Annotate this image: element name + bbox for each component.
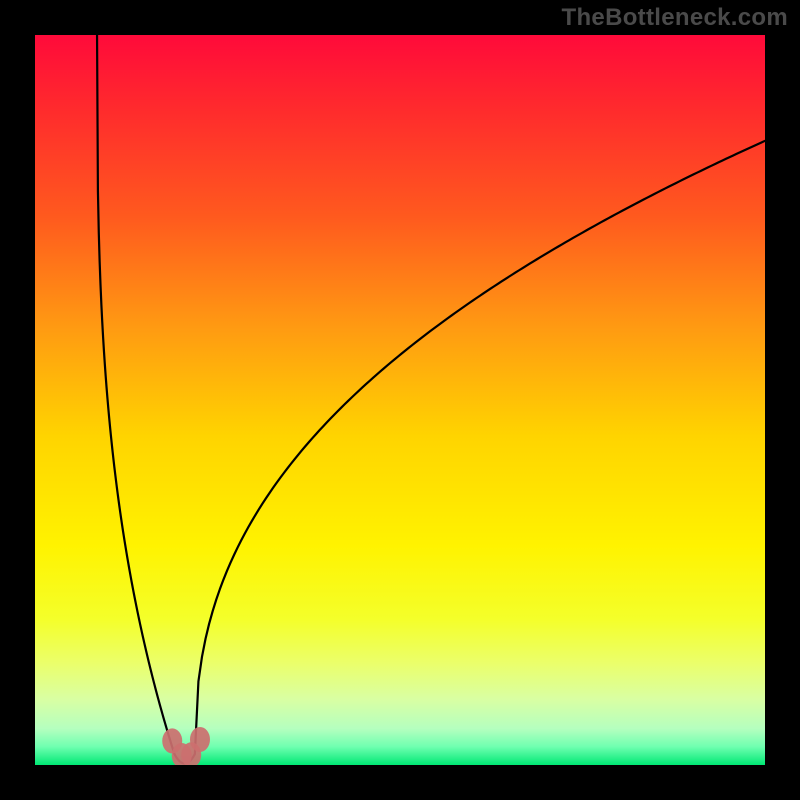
- chart-svg: [0, 0, 800, 800]
- trough-marker: [190, 727, 210, 752]
- plot-gradient-background: [35, 35, 765, 765]
- watermark-text: TheBottleneck.com: [562, 4, 788, 32]
- figure-stage: TheBottleneck.com: [0, 0, 800, 800]
